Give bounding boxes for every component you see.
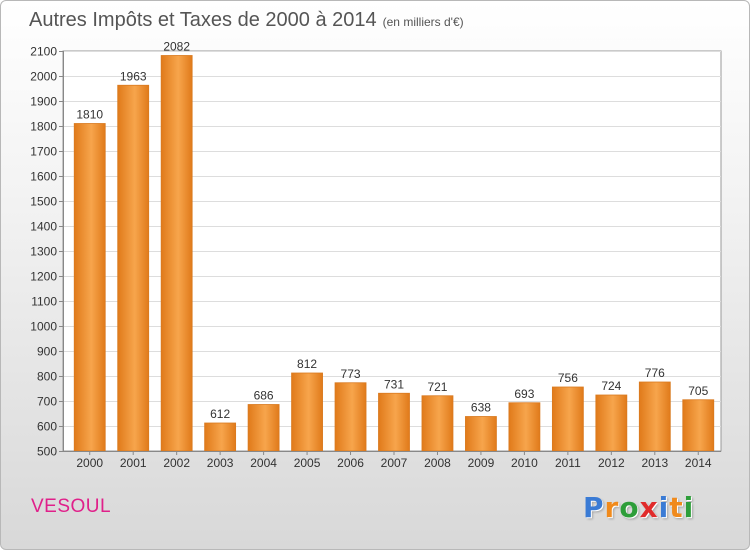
bar [334, 382, 367, 452]
data-label: 1810 [76, 108, 103, 122]
y-tick-label: 500 [37, 445, 57, 459]
data-label: 756 [558, 371, 578, 385]
bar [595, 394, 628, 452]
bar [204, 422, 237, 452]
x-tick-label: 2005 [294, 456, 321, 470]
x-tick-label: 2004 [250, 456, 277, 470]
data-label: 693 [514, 387, 534, 401]
data-label: 638 [471, 401, 491, 415]
bar [160, 55, 193, 452]
y-tick-label: 1000 [30, 320, 57, 334]
bar [508, 402, 541, 452]
y-tick-label: 1600 [30, 170, 57, 184]
logo-letter: r [604, 491, 620, 524]
x-tick-label: 2001 [120, 456, 147, 470]
y-tick-label: 800 [37, 370, 57, 384]
y-tick-label: 2000 [30, 70, 57, 84]
logo-letter: t [669, 491, 684, 524]
data-label: 776 [645, 366, 665, 380]
data-label: 731 [384, 377, 404, 391]
y-tick-label: 1400 [30, 220, 57, 234]
logo-letter: P [583, 491, 605, 524]
logo-letter: o [619, 491, 640, 524]
bar [73, 123, 106, 452]
data-label: 812 [297, 357, 317, 371]
data-label: 612 [210, 407, 230, 421]
y-tick-label: 1700 [30, 145, 57, 159]
x-tick-label: 2010 [511, 456, 538, 470]
x-tick-label: 2011 [555, 456, 581, 470]
y-tick-label: 1500 [30, 195, 57, 209]
title-text: Autres Impôts et Taxes de 2000 à 2014 [29, 9, 377, 31]
x-tick-label: 2002 [163, 456, 190, 470]
bar [638, 381, 671, 452]
logo-letter: i [658, 491, 670, 524]
bar [682, 399, 715, 452]
logo-letter: x [639, 491, 659, 524]
y-tick-label: 700 [37, 395, 57, 409]
data-label: 2082 [163, 40, 190, 54]
y-tick-label: 1800 [30, 120, 57, 134]
data-label: 773 [341, 367, 361, 381]
data-label: 686 [254, 389, 274, 403]
title-unit: (en milliers d'€) [382, 15, 464, 29]
data-label: 724 [601, 379, 621, 393]
x-tick-label: 2014 [685, 456, 712, 470]
x-tick-label: 2007 [381, 456, 408, 470]
bar [465, 416, 497, 452]
y-tick-label: 1900 [30, 95, 57, 109]
chart-title: Autres Impôts et Taxes de 2000 à 2014 (en… [29, 9, 464, 32]
y-tick-label: 900 [37, 345, 57, 359]
city-name: VESOUL [31, 496, 112, 517]
bar [291, 372, 323, 452]
x-tick-label: 2013 [641, 456, 668, 470]
x-tick-label: 2006 [337, 456, 364, 470]
x-tick-label: 2003 [207, 456, 234, 470]
x-tick-label: 2000 [76, 456, 103, 470]
data-label: 1963 [120, 69, 147, 83]
x-tick-label: 2008 [424, 456, 451, 470]
x-tick-label: 2009 [468, 456, 495, 470]
data-label: 721 [427, 380, 447, 394]
x-tick-label: 2012 [598, 456, 625, 470]
bar [421, 395, 454, 452]
logo-letter: i [683, 491, 695, 524]
y-tick-label: 1100 [31, 295, 57, 309]
bar [247, 404, 280, 452]
y-tick-label: 2100 [30, 45, 57, 59]
y-tick-label: 1300 [30, 245, 57, 259]
bar [378, 392, 410, 452]
y-tick-label: 600 [37, 420, 57, 434]
data-label: 705 [688, 384, 708, 398]
proxiti-logo: Proxiti [583, 491, 694, 524]
bar [117, 84, 150, 452]
y-tick-label: 1200 [30, 270, 57, 284]
bar [551, 386, 584, 452]
